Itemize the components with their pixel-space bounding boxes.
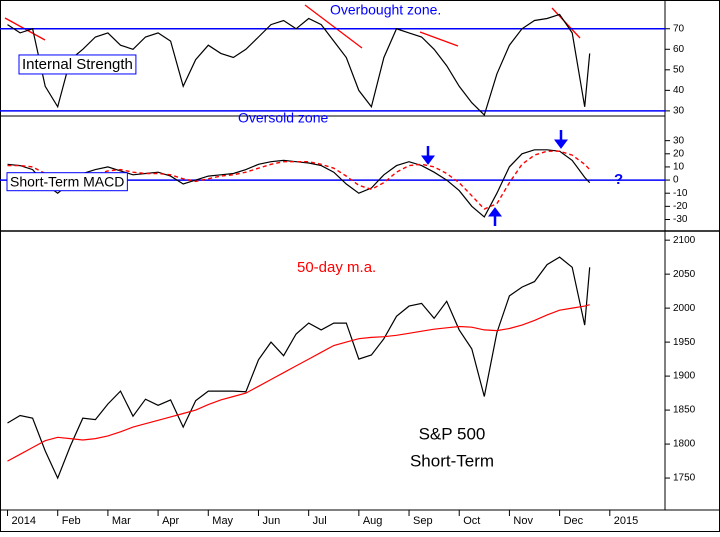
x-tick-label: Jun (262, 515, 280, 527)
x-tick-label: 2015 (614, 515, 638, 527)
x-tick-label: Feb (62, 515, 81, 527)
series-line (7, 13, 591, 117)
y-tick-label: 1900 (673, 371, 696, 382)
x-tick-label: Mar (112, 515, 131, 527)
y-tick-label: 10 (673, 162, 685, 173)
y-tick-label: 20 (673, 148, 685, 159)
series-line (7, 304, 590, 462)
y-tick-label: -10 (673, 188, 688, 199)
arrow-head (421, 155, 435, 165)
panel-title: S&P 500 (419, 424, 486, 443)
x-tick-label: Dec (564, 515, 584, 527)
x-tick-label: Aug (363, 515, 383, 527)
y-tick-label: 0 (673, 175, 679, 186)
arrows (421, 130, 568, 226)
y-tick-label: 2050 (673, 269, 696, 280)
annotation: ? (614, 171, 623, 188)
trend-line (304, 4, 363, 49)
annotation: Overbought zone. (330, 2, 441, 18)
series-line (7, 150, 591, 210)
panel-title: Short-Term MACD (10, 174, 124, 190)
x-tick-label: Sep (413, 515, 433, 527)
x-tick-label: 2014 (12, 515, 36, 527)
x-tick-label: Nov (513, 515, 533, 527)
x-tick-label: Jul (313, 515, 327, 527)
title-box (6, 172, 128, 192)
y-tick-label: 2100 (673, 235, 696, 246)
y-tick-label: 30 (673, 135, 685, 146)
trend-line (419, 31, 459, 47)
y-tick-label: -20 (673, 201, 688, 212)
x-tick-label: May (212, 515, 233, 527)
y-tick-label: 1950 (673, 337, 696, 348)
y-tick-label: 1800 (673, 439, 696, 450)
y-tick-label: 1750 (673, 473, 696, 484)
y-tick-label: 60 (673, 44, 685, 55)
arrow-head (488, 207, 502, 217)
y-tick-label: 40 (673, 85, 685, 96)
panel-subtitle: Short-Term (410, 451, 494, 470)
y-tick-label: 50 (673, 64, 685, 75)
y-tick-label: 70 (673, 23, 685, 34)
y-tick-label: 30 (673, 106, 685, 117)
arrow-head (554, 139, 568, 149)
x-tick-label: Apr (162, 515, 179, 527)
series-line (7, 149, 591, 218)
x-tick-label: Oct (463, 515, 480, 527)
y-tick-label: 1850 (673, 405, 696, 416)
y-tick-label: -30 (673, 214, 688, 225)
title-box (18, 54, 137, 75)
series-label: 50-day m.a. (297, 259, 376, 276)
annotation: Oversold zone (238, 110, 328, 126)
y-tick-label: 2000 (673, 303, 696, 314)
panel-title: Internal Strength (22, 56, 133, 73)
series-line (7, 256, 591, 480)
